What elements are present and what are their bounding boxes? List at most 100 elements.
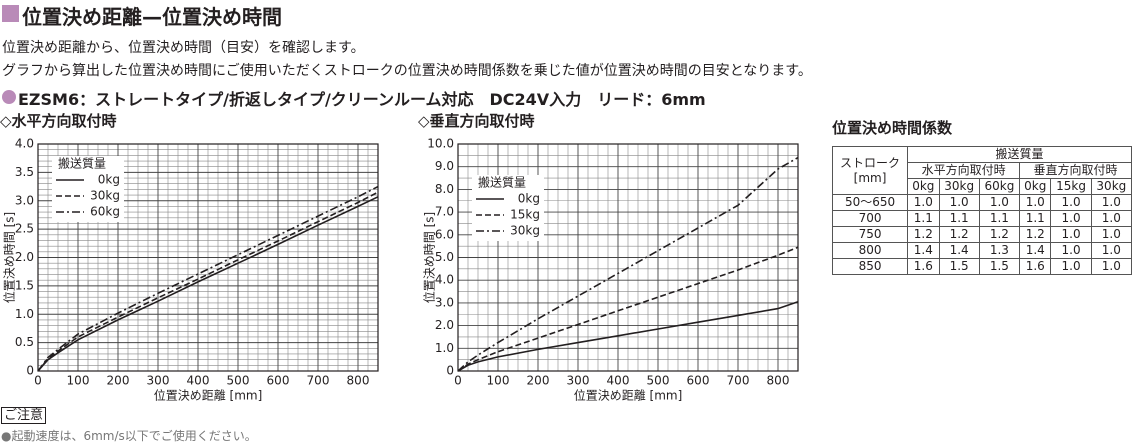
group-header: 搬送質量 [907,146,1132,163]
y-tick-label: 4.0 [15,137,34,151]
table-cell: 1.0 [1050,210,1092,227]
y-tick-label: 6.0 [435,227,454,241]
x-tick-label: 0 [454,374,462,388]
legend-label: 30kg [90,189,120,203]
x-tick-label: 700 [307,374,330,388]
x-tick-label: 300 [147,374,170,388]
y-tick-label: 4.0 [435,273,454,287]
x-tick-label: 800 [347,374,370,388]
table-cell: 1.5 [978,258,1021,275]
table-cell: 1.0 [1090,210,1133,227]
subgroup-header: 垂直方向取付時 [1019,162,1132,179]
table-cell: 1.0 [1090,194,1133,211]
table-cell: 1.4 [938,242,980,259]
table-cell: 1.0 [1090,226,1133,243]
legend-box [472,175,544,241]
x-tick-label: 500 [647,374,670,388]
table-cell: 1.0 [938,194,980,211]
note-label: ご注意 [1,407,47,424]
table-cell: 1.6 [907,258,940,275]
y-tick-label: 0 [446,364,454,378]
y-tick-label: 3.0 [435,295,454,309]
table-cell: 1.1 [938,210,980,227]
model: EZSM6：ストレートタイプ/折返しタイプ/クリーンルーム対応 DC24V入力 … [18,86,706,110]
x-axis-label: 位置決め距離 [mm] [154,388,263,403]
column-header: 60kg [978,178,1021,195]
table-cell: 1.0 [1050,226,1092,243]
chart-title: ◇垂直方向取付時 [418,112,535,130]
series-line [37,191,379,372]
page-title: 位置決め距離—位置決め時間 [22,5,282,29]
y-tick-label: 5.0 [435,250,454,264]
x-tick-label: 100 [67,374,90,388]
table-cell: 1.3 [978,242,1021,259]
y-tick-label: 3.0 [15,193,34,207]
chart: 0 100 200 300 400 500 600 700 800 0 1.0 2.0 3.0 4.0 5.… [422,137,799,403]
x-tick-label: 400 [187,374,210,388]
column-header: 0kg [1019,178,1052,195]
series-line [457,156,799,372]
description: グラフから算出した位置決め時間にご使用いただくストロークの位置決め時間係数を乗じ… [2,63,812,79]
column-header: 30kg [1090,178,1133,195]
x-tick-label: 200 [107,374,130,388]
row-header: 850 [831,258,909,275]
legend-label: 60kg [90,205,120,219]
table-cell: 1.0 [1090,242,1133,259]
x-tick-label: 500 [227,374,250,388]
x-tick-label: 700 [727,374,750,388]
table-cell: 1.6 [1019,258,1052,275]
series-line [457,301,799,372]
table-row: 50〜650 1.0 1.0 1.0 1.0 1.0 1.0 [831,194,1133,211]
table-cell: 1.0 [1050,258,1092,275]
legend-label: 30kg [510,224,540,238]
header-row: ストローク [mm] 搬送質量 [831,146,1132,195]
model-spec: ：ストレートタイプ/折返しタイプ/クリーンルーム対応 DC24V入力 リード：6… [79,90,706,109]
legend-title: 搬送質量 [478,175,526,190]
row-header: 50〜650 [831,194,909,211]
plot-frame [457,143,799,372]
y-tick-label: 7.0 [435,205,454,219]
x-tick-label: 600 [687,374,710,388]
table-head: ストローク [mm] 搬送質量 水平方向取付時 垂直方向取付時 0kg 30kg 60kg 0k… [831,146,1133,195]
table-cell: 1.0 [1050,242,1092,259]
plot-frame [37,143,379,372]
y-tick-label: 0 [26,364,34,378]
legend-label: 0kg [518,192,540,206]
table-cell: 1.0 [907,194,940,211]
table-row: 750 1.2 1.2 1.2 1.2 1.0 1.0 [831,226,1133,243]
x-tick-label: 400 [607,374,630,388]
description: 位置決め距離から、位置決め時間（目安）を確認します。 [2,40,365,56]
stub-header-text: ストローク [840,155,901,170]
y-tick-label: 9.0 [435,159,454,173]
x-tick-label: 300 [567,374,590,388]
table-row: 700 1.1 1.1 1.1 1.1 1.0 1.0 [831,210,1133,227]
y-tick-label: 0.5 [15,335,34,349]
x-tick-label: 800 [767,374,790,388]
y-axis-label: 位置決め時間 [s] [422,212,437,303]
table-cell: 1.2 [978,226,1021,243]
chart-title: ◇水平方向取付時 [0,112,117,130]
bullet [2,90,16,104]
y-tick-label: 1.0 [435,341,454,355]
y-tick-label: 2.0 [15,250,34,264]
table-cell: 1.0 [1050,194,1092,211]
row-header: 700 [831,210,909,227]
column-header: 15kg [1050,178,1092,195]
y-axis-label: 位置決め時間 [s] [2,212,17,303]
x-tick-label: 100 [487,374,510,388]
table-cell: 1.5 [938,258,980,275]
legend-box [52,156,124,222]
y-tick-label: 3.5 [15,165,34,179]
y-tick-label: 1.0 [15,307,34,321]
table-cell: 1.0 [978,194,1021,211]
note-text: ●起動速度は、6mm/s以下でご使用ください。 [1,429,257,443]
table-row: 850 1.6 1.5 1.5 1.6 1.0 1.0 [831,258,1133,275]
stub-header: ストローク [mm] [831,146,909,195]
table-cell: 1.2 [1019,226,1052,243]
table-body: 50〜650 1.0 1.0 1.0 1.0 1.0 1.0 700 1.1 1.1 1.1 1.1 1… [831,194,1133,275]
table-cell: 1.1 [978,210,1021,227]
subgroup-header: 水平方向取付時 [907,162,1021,179]
table-cell: 1.1 [907,210,940,227]
x-tick-label: 0 [34,374,42,388]
